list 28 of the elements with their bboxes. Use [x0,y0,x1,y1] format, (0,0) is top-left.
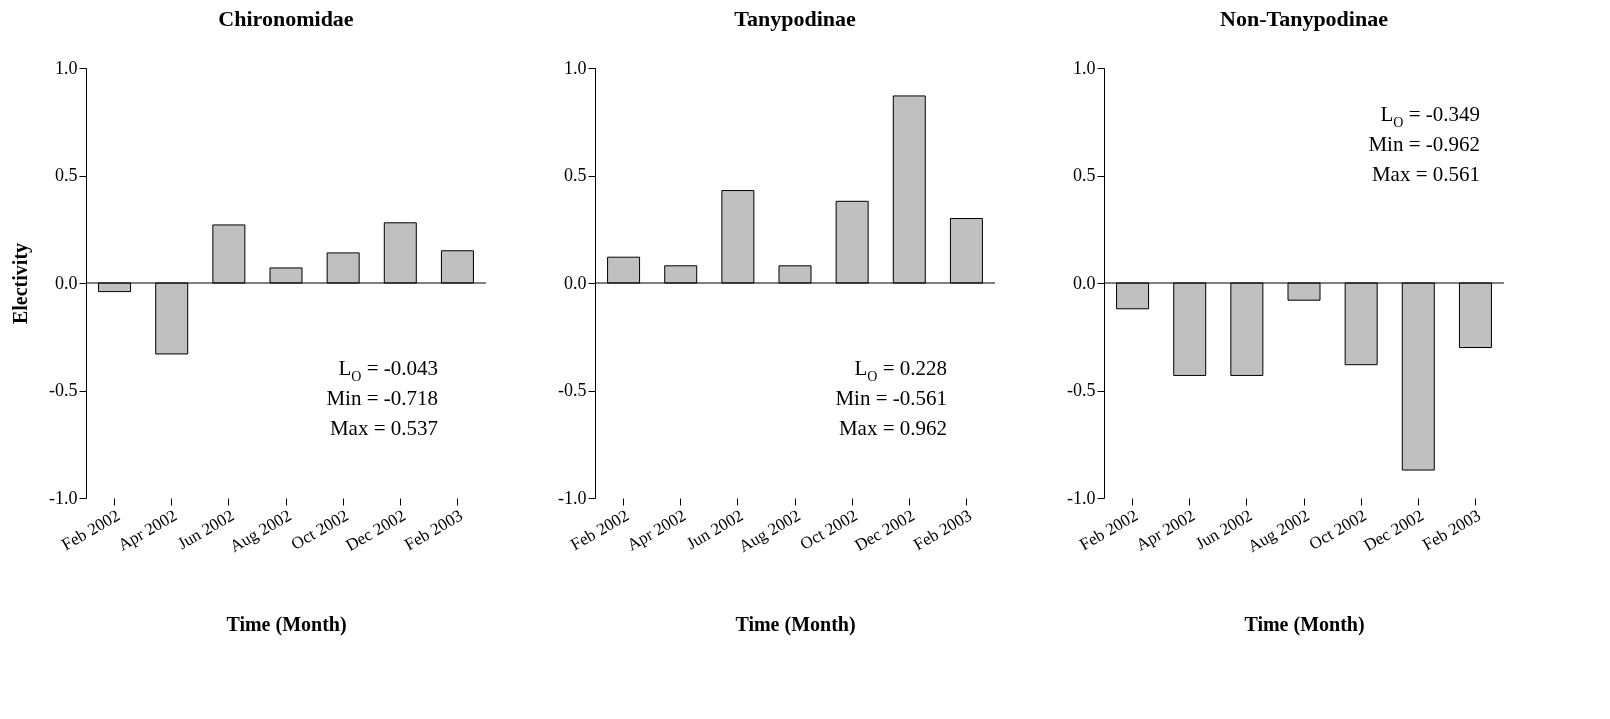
annotation: Min = -0.962 [1368,132,1480,157]
chart-title: Non-Tanypodinae [1220,6,1389,31]
x-axis-title: Time (Month) [735,613,856,637]
annotation: Min = -0.718 [326,386,438,410]
y-tick-label: -0.5 [558,380,587,400]
y-tick-label: -1.0 [49,487,78,508]
annotation: Max = 0.962 [838,416,947,440]
chart-title: Chironomidae [218,6,354,31]
y-tick-label: 0.5 [55,165,78,185]
annotation: Max = 0.537 [329,416,438,440]
x-axis-title: Time (Month) [1244,613,1365,637]
annotation: Min = -0.561 [835,386,947,410]
y-axis-title: Electivity [9,242,33,325]
y-tick-label: 1.0 [1073,57,1096,78]
y-tick-label: -0.5 [49,380,78,400]
x-axis-title: Time (Month) [226,613,347,637]
y-tick-label: -1.0 [1067,487,1096,508]
y-tick-label: 0.0 [564,272,587,293]
y-tick-label: 0.5 [1073,165,1096,185]
y-tick-label: 1.0 [564,57,587,78]
y-tick-label: 1.0 [55,57,78,78]
y-tick-label: 0.5 [564,165,587,185]
y-tick-label: -1.0 [558,487,587,508]
y-tick-label: 0.0 [55,272,78,293]
y-tick-label: -0.5 [1067,380,1096,400]
chart-title: Tanypodinae [734,6,856,31]
y-tick-label: 0.0 [1073,272,1096,293]
annotation: Max = 0.561 [1371,162,1480,187]
